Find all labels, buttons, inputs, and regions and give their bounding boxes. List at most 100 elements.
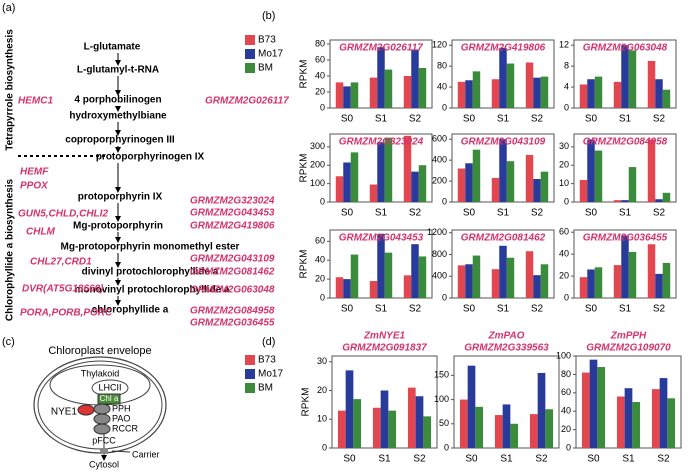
bar bbox=[407, 387, 416, 448]
x-tick-label: S2 bbox=[413, 454, 426, 465]
bar bbox=[662, 89, 671, 108]
y-tick-label: 12 bbox=[559, 40, 569, 50]
bar bbox=[579, 179, 588, 202]
bar bbox=[613, 265, 622, 298]
bar bbox=[472, 255, 481, 298]
bar bbox=[499, 139, 507, 202]
bar bbox=[537, 372, 546, 448]
legend-label: Mo17 bbox=[258, 369, 283, 380]
compound: hydroxymethylbiane bbox=[69, 111, 167, 122]
y-tick-label: 20 bbox=[315, 273, 325, 283]
legend-swatch bbox=[245, 63, 255, 73]
x-tick-label: S2 bbox=[409, 208, 422, 219]
x-tick-label: S2 bbox=[531, 114, 544, 125]
y-tick-label: 50 bbox=[439, 418, 449, 428]
bar bbox=[457, 168, 466, 202]
bar bbox=[540, 264, 549, 298]
enzyme: HEMC1 bbox=[18, 96, 53, 107]
bar bbox=[457, 265, 466, 298]
chart-title: GRMZM2G043109 bbox=[461, 137, 546, 148]
compound: L-glutamyl-t-RNA bbox=[77, 65, 159, 76]
bar bbox=[506, 63, 515, 108]
y-tick-label: 0 bbox=[444, 442, 449, 452]
y-tick-label: 30 bbox=[317, 356, 327, 366]
y-tick-label: 40 bbox=[561, 406, 571, 416]
x-tick-label: S2 bbox=[409, 304, 422, 315]
bar bbox=[343, 86, 351, 108]
y-tick-label: 60 bbox=[315, 54, 325, 64]
y-tick-label: 150 bbox=[434, 370, 449, 380]
bar bbox=[662, 192, 671, 202]
bar bbox=[667, 398, 676, 448]
y-tick-label: 0 bbox=[442, 102, 447, 112]
y-tick-label: 400 bbox=[432, 271, 447, 281]
diagram-title: Chloroplast envelope bbox=[48, 345, 151, 357]
y-tick-label: 20 bbox=[559, 160, 569, 170]
bar bbox=[411, 49, 419, 108]
legend-swatch bbox=[245, 35, 255, 45]
x-tick-label: S1 bbox=[622, 454, 635, 465]
y-tick-label: 40 bbox=[437, 81, 447, 91]
compound: divinyl protochlorophyllide a bbox=[82, 267, 219, 278]
bar bbox=[510, 423, 519, 448]
x-tick-label: S1 bbox=[619, 304, 632, 315]
chart-subtitle: GRMZM2G339563 bbox=[464, 343, 549, 354]
bar bbox=[384, 137, 393, 202]
bar bbox=[579, 84, 588, 108]
bar bbox=[594, 76, 603, 108]
chart-title: GRMZM2G323024 bbox=[339, 137, 424, 148]
legend-swatch bbox=[245, 383, 255, 393]
section-label: Tetrapyrrole biosynthesis bbox=[5, 29, 16, 151]
bar bbox=[587, 139, 595, 202]
section-label: Chlorophyllide a biosynthesis bbox=[5, 178, 16, 321]
bar bbox=[353, 399, 362, 448]
y-tick-label: 20 bbox=[559, 270, 569, 280]
bar bbox=[372, 407, 381, 448]
diagram-label: Cytosol bbox=[89, 459, 119, 469]
bar bbox=[335, 82, 344, 108]
bar bbox=[632, 402, 641, 448]
gene: GRMZM2G063048 bbox=[190, 285, 275, 296]
bar bbox=[491, 79, 500, 108]
bar bbox=[377, 47, 385, 108]
y-tick-label: 0 bbox=[566, 442, 571, 452]
bar bbox=[540, 171, 549, 202]
legend-swatch bbox=[245, 355, 255, 365]
bar bbox=[545, 409, 554, 448]
legend-swatch bbox=[245, 369, 255, 379]
bar bbox=[613, 200, 622, 202]
diagram-label: RCCR bbox=[112, 423, 138, 433]
x-tick-label: S2 bbox=[531, 208, 544, 219]
x-tick-label: S1 bbox=[375, 208, 388, 219]
x-tick-label: S0 bbox=[463, 114, 476, 125]
y-tick-label: 0 bbox=[320, 292, 325, 302]
x-tick-label: S1 bbox=[378, 454, 391, 465]
y-tick-label: 0 bbox=[564, 102, 569, 112]
enzyme: GUN5,CHLD,CHLI2 bbox=[18, 209, 108, 220]
x-tick-label: S2 bbox=[653, 208, 666, 219]
bar bbox=[475, 406, 484, 448]
bar bbox=[403, 275, 412, 298]
bar bbox=[506, 161, 515, 202]
bar bbox=[628, 167, 637, 202]
bar bbox=[337, 410, 346, 448]
bar bbox=[377, 233, 385, 298]
x-tick-label: S1 bbox=[500, 454, 513, 465]
x-tick-label: S2 bbox=[653, 114, 666, 125]
bar bbox=[616, 396, 625, 448]
bar bbox=[589, 359, 598, 448]
bar bbox=[494, 415, 503, 448]
y-tick-label: 20 bbox=[317, 385, 327, 395]
diagram-label: LHCII bbox=[98, 382, 121, 392]
y-tick-label: 0 bbox=[322, 442, 327, 452]
bar bbox=[655, 79, 663, 108]
x-tick-label: S1 bbox=[497, 114, 510, 125]
gene: GRMZM2G026117 bbox=[205, 96, 289, 107]
x-tick-label: S2 bbox=[535, 454, 548, 465]
x-tick-label: S0 bbox=[341, 114, 354, 125]
bar bbox=[628, 251, 637, 298]
legend-swatch bbox=[245, 49, 255, 59]
enzyme: CHLM bbox=[26, 227, 56, 238]
